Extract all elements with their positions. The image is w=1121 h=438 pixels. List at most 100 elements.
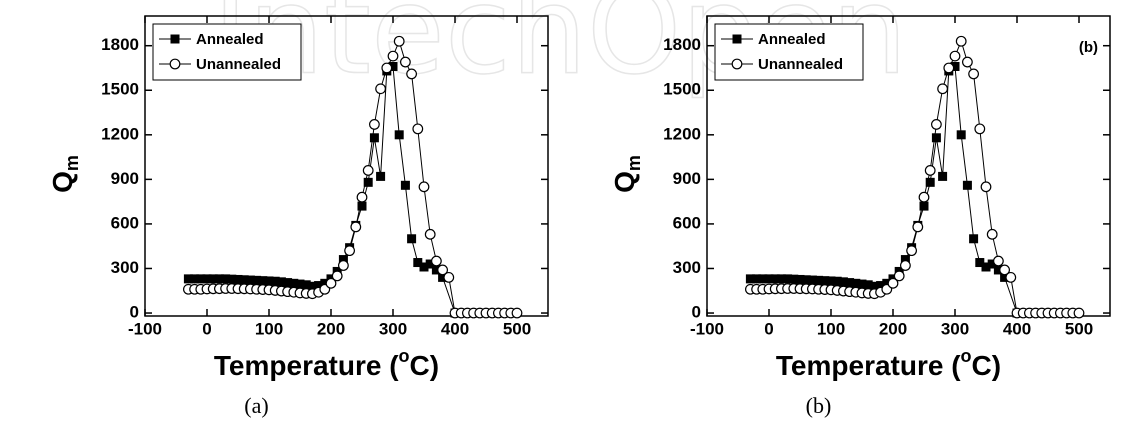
x-tick-label: 0: [202, 319, 211, 338]
marker: [221, 274, 231, 284]
marker: [789, 274, 799, 284]
marker: [356, 191, 368, 203]
marker: [851, 278, 861, 288]
y-label-main: Q: [47, 171, 78, 193]
marker: [925, 177, 935, 187]
x-axis-label: Temperature (oC): [214, 346, 439, 382]
marker: [801, 275, 811, 285]
marker: [202, 274, 212, 284]
marker: [956, 130, 966, 140]
marker: [981, 262, 991, 272]
marker: [974, 123, 986, 135]
chart: -100 0 100 200 300 400 50003006009001200150018…: [609, 15, 1111, 418]
x-label-part: C): [410, 350, 440, 381]
x-label-sup: o: [399, 346, 410, 366]
x-tick-label: 200: [317, 319, 345, 338]
marker: [276, 277, 286, 287]
marker: [227, 274, 237, 284]
marker: [314, 281, 324, 291]
marker: [208, 274, 218, 284]
marker: [969, 234, 979, 244]
y-tick-label: 1500: [101, 80, 139, 99]
marker: [412, 123, 424, 135]
y-tick-label: 0: [130, 303, 139, 322]
x-tick-label: 200: [879, 319, 907, 338]
marker: [919, 201, 929, 211]
y-tick-label: 900: [673, 169, 701, 188]
marker: [845, 278, 855, 288]
marker: [196, 274, 206, 284]
marker: [264, 276, 274, 286]
legend-marker: [731, 58, 743, 70]
legend-box: [714, 23, 864, 81]
marker: [993, 255, 1004, 267]
marker: [900, 260, 911, 271]
marker: [1000, 272, 1010, 282]
x-label-sup: o: [961, 346, 972, 366]
marker: [1073, 307, 1085, 319]
plot-frame: [706, 15, 1111, 317]
marker: [413, 258, 423, 268]
marker: [301, 280, 311, 290]
marker: [369, 119, 380, 130]
marker: [407, 234, 417, 244]
y-axis-label: Qm: [47, 155, 81, 193]
marker: [795, 274, 805, 284]
marker: [418, 181, 430, 193]
legend-marker: [732, 34, 742, 44]
marker: [344, 245, 356, 257]
marker: [295, 279, 305, 289]
marker: [975, 258, 985, 268]
marker: [387, 50, 399, 62]
marker: [394, 130, 404, 140]
marker: [980, 181, 992, 193]
y-tick-label: 1200: [663, 124, 701, 143]
plot-frame: [144, 15, 549, 317]
marker: [350, 221, 362, 233]
marker: [900, 255, 910, 265]
x-tick-label: 500: [1065, 319, 1093, 338]
marker: [431, 255, 442, 267]
x-tick-label: 100: [817, 319, 845, 338]
marker: [931, 133, 941, 143]
marker: [924, 165, 936, 176]
y-tick-label: 900: [111, 169, 139, 188]
legend-label: Unannealed: [196, 56, 281, 73]
marker: [307, 281, 317, 291]
x-label-part: Temperature (: [776, 350, 961, 381]
legend-marker: [169, 58, 181, 70]
x-label-part: C): [972, 350, 1002, 381]
marker: [882, 278, 892, 288]
marker: [376, 171, 386, 181]
marker: [388, 61, 398, 71]
marker: [869, 281, 879, 291]
marker: [424, 228, 436, 240]
y-axis-label: Qm: [609, 155, 643, 193]
marker: [362, 165, 374, 176]
x-tick-label: 400: [441, 319, 469, 338]
x-tick-label: -100: [128, 319, 162, 338]
marker: [419, 262, 429, 272]
chart: -100 0 100 200 300 400 50003006009001200150018…: [47, 15, 549, 418]
y-tick-label: 0: [692, 303, 701, 322]
y-tick-label: 600: [673, 213, 701, 232]
marker: [993, 265, 1003, 275]
marker: [807, 275, 817, 285]
marker: [962, 180, 972, 190]
marker: [986, 228, 998, 240]
y-tick-label: 600: [111, 213, 139, 232]
marker: [400, 56, 411, 68]
marker: [999, 264, 1010, 276]
marker: [381, 62, 393, 74]
marker: [876, 281, 886, 291]
marker: [931, 119, 942, 130]
marker: [258, 276, 268, 286]
x-tick-label: 500: [503, 319, 531, 338]
marker: [338, 255, 348, 265]
marker: [770, 274, 780, 284]
marker: [832, 276, 842, 286]
marker: [887, 277, 899, 289]
marker: [369, 133, 379, 143]
marker: [937, 83, 948, 95]
